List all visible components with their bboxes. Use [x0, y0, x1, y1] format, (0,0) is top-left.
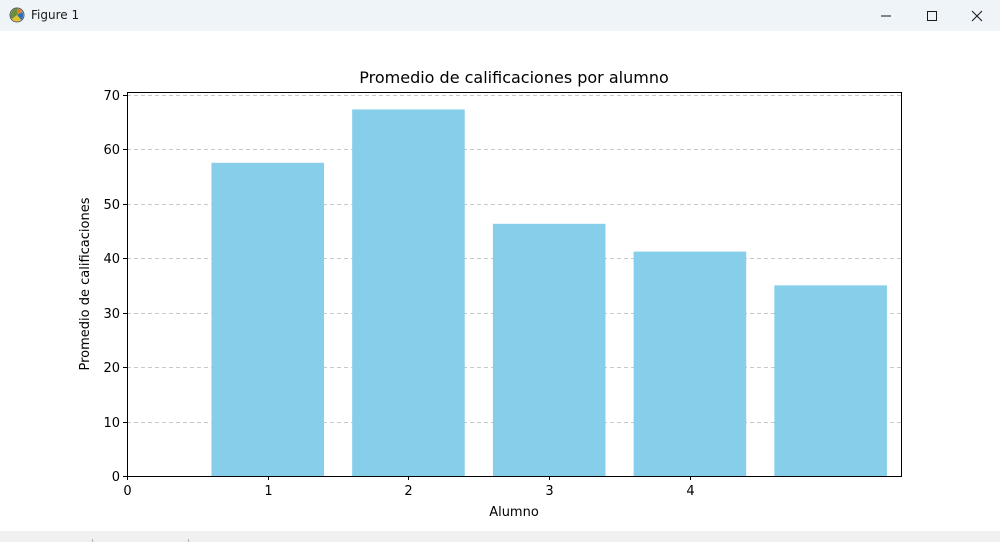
y-tick-label: 10	[103, 416, 120, 431]
y-axis-label: Promedio de calificaciones	[78, 197, 93, 370]
matplotlib-icon	[9, 7, 25, 23]
x-tick-label: 2	[404, 484, 412, 499]
bar-chart: 0 10 20 30 40 50 60 70 0 1 2 3 4 Promedio de calific…	[78, 68, 902, 520]
bar	[774, 285, 887, 476]
ticks: 0 10 20 30 40 50 60 70 0 1 2 3 4	[103, 89, 694, 499]
x-tick-label: 3	[545, 484, 553, 499]
figure-toolbar	[0, 531, 1000, 542]
figure-canvas: 0 10 20 30 40 50 60 70 0 1 2 3 4 Promedio de calific…	[0, 31, 1000, 531]
y-tick-label: 30	[103, 307, 120, 322]
window-title: Figure 1	[31, 8, 80, 22]
maximize-button[interactable]	[909, 0, 955, 31]
y-tick-label: 60	[103, 143, 120, 158]
y-tick-label: 40	[103, 252, 120, 267]
maximize-icon	[927, 10, 937, 21]
y-tick-label: 20	[103, 361, 120, 376]
close-button[interactable]	[954, 0, 1000, 31]
toolbar-separator	[92, 539, 93, 542]
y-tick-label: 70	[103, 89, 120, 104]
bar	[352, 109, 465, 477]
x-tick-label: 4	[686, 484, 694, 499]
toolbar-separator	[188, 539, 189, 542]
bar	[633, 251, 747, 476]
minimize-button[interactable]	[863, 0, 909, 31]
close-icon	[971, 10, 983, 21]
chart-title: Promedio de calificaciones por alumno	[359, 68, 669, 87]
bar	[211, 162, 325, 476]
bar	[492, 223, 606, 476]
y-tick-label: 0	[112, 470, 120, 485]
x-tick-label: 1	[264, 484, 272, 499]
bars	[211, 109, 887, 477]
window-titlebar: Figure 1	[0, 0, 1000, 31]
axes-frame	[127, 92, 902, 477]
x-axis-label: Alumno	[489, 505, 539, 520]
minimize-icon	[881, 15, 891, 16]
x-tick-label: 0	[123, 484, 131, 499]
y-tick-label: 50	[103, 198, 120, 213]
